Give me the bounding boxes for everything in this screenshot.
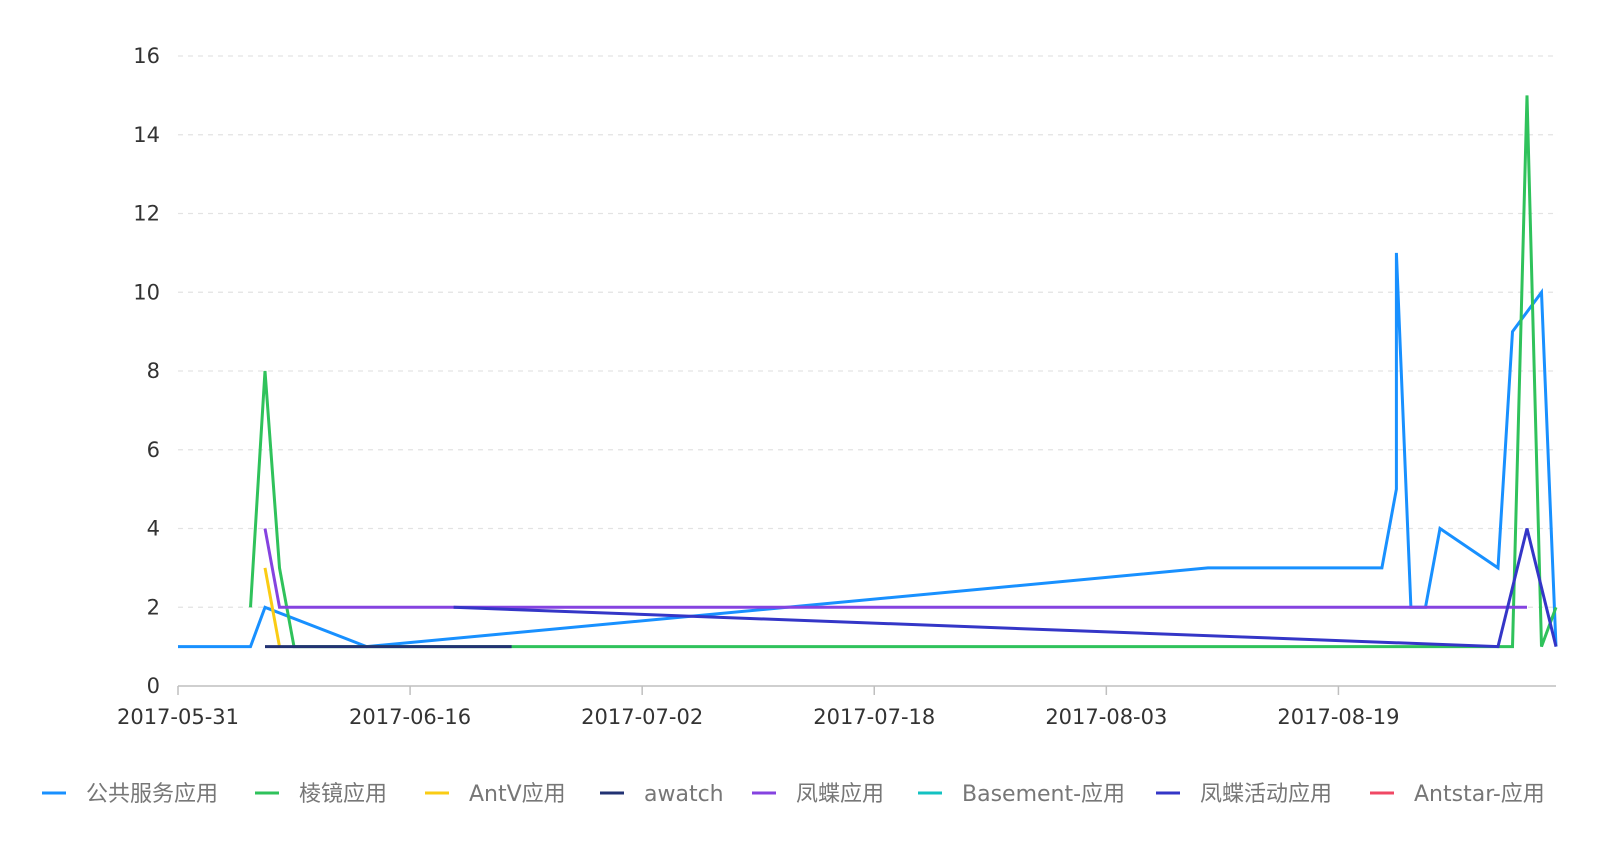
series-lines [178, 95, 1558, 649]
legend-label: 凤蝶应用 [796, 782, 884, 807]
y-tick-label: 10 [133, 280, 160, 304]
legend-label: awatch [644, 782, 724, 807]
x-tick-label: 2017-07-02 [581, 705, 703, 729]
legend-item-0[interactable]: 公共服务应用 [42, 782, 218, 807]
y-tick-label: 0 [147, 674, 160, 698]
y-tick-label: 16 [133, 44, 160, 68]
legend-label: Antstar-应用 [1414, 782, 1545, 807]
y-tick-label: 4 [147, 517, 160, 541]
legend-item-4[interactable]: 凤蝶应用 [752, 782, 884, 807]
legend-item-7[interactable]: Antstar-应用 [1370, 782, 1545, 807]
y-tick-label: 2 [147, 595, 160, 619]
y-tick-label: 12 [133, 202, 160, 226]
legend-item-5[interactable]: Basement-应用 [918, 782, 1125, 807]
legend[interactable]: 公共服务应用 棱镜应用 AntV应用 awatch 凤蝶应用 Basement-应用 凤蝶活… [42, 782, 1545, 807]
x-tick-label: 2017-08-19 [1277, 705, 1399, 729]
legend-label: 凤蝶活动应用 [1200, 782, 1332, 807]
series-line-2 [263, 567, 281, 647]
series-line-6 [453, 528, 1558, 649]
legend-label: 棱镜应用 [299, 782, 387, 807]
grid-lines [178, 55, 1556, 608]
series-line-1 [249, 95, 1558, 649]
x-tick-label: 2017-08-03 [1045, 705, 1167, 729]
x-tick-label: 2017-07-18 [813, 705, 935, 729]
legend-label: AntV应用 [469, 782, 566, 807]
series-line-4 [263, 528, 1527, 609]
legend-label: Basement-应用 [962, 782, 1125, 807]
y-tick-label: 8 [147, 359, 160, 383]
y-tick-label: 6 [147, 438, 160, 462]
legend-label: 公共服务应用 [86, 782, 218, 807]
legend-item-6[interactable]: 凤蝶活动应用 [1156, 782, 1332, 807]
legend-item-2[interactable]: AntV应用 [425, 782, 566, 807]
legend-item-1[interactable]: 棱镜应用 [255, 782, 387, 807]
y-tick-label: 14 [133, 123, 160, 147]
x-tick-label: 2017-06-16 [349, 705, 471, 729]
axes: 0 2 4 6 8 10 12 14 16 2017-05-31 2017-06-16 2017-07… [117, 44, 1556, 729]
series-line-0 [178, 252, 1558, 649]
x-tick-label: 2017-05-31 [117, 705, 239, 729]
legend-item-3[interactable]: awatch [600, 782, 724, 807]
